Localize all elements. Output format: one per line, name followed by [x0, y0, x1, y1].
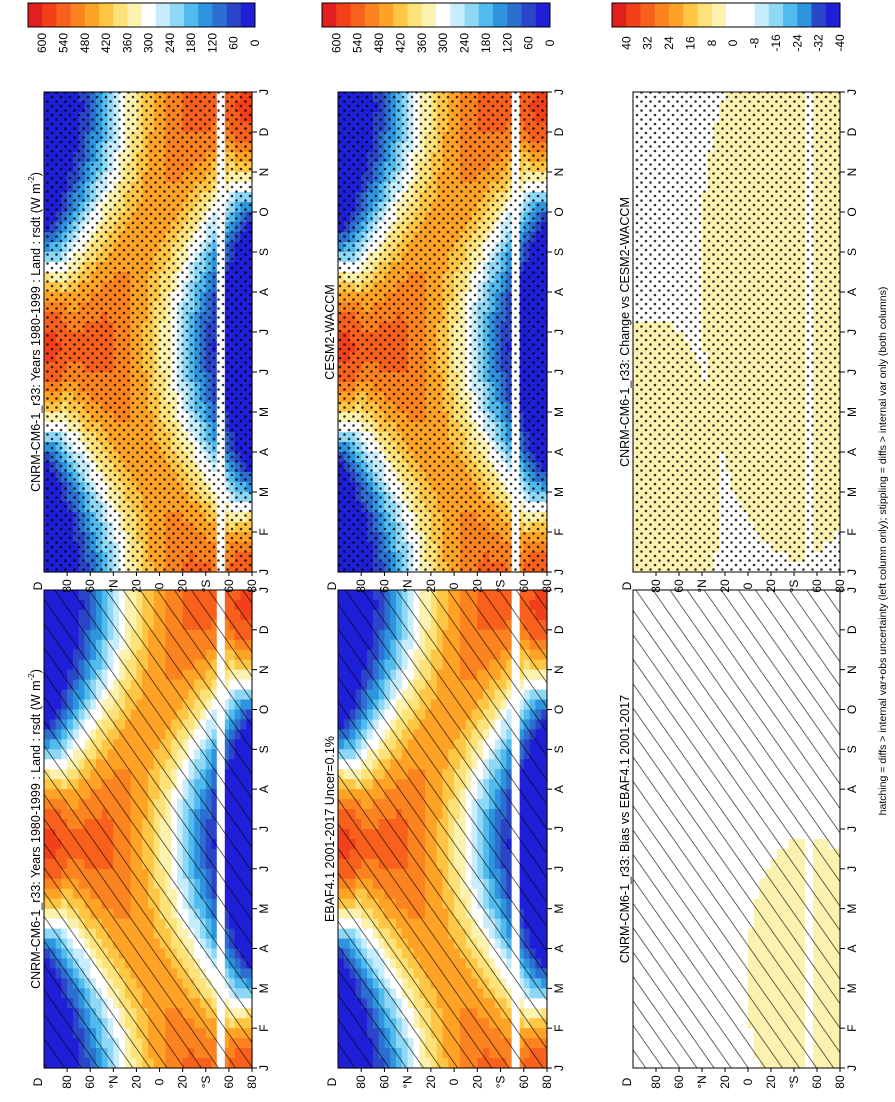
lat-tick-label: 80	[245, 579, 259, 593]
lat-tick-label: 20	[129, 1075, 143, 1089]
month-tick-label: A	[257, 448, 271, 456]
month-tick-label: J	[257, 866, 271, 872]
lat-tick-label: 80	[60, 1075, 74, 1089]
month-tick-label: F	[257, 528, 271, 535]
month-tick-label: M	[257, 983, 271, 993]
hatching-overlay	[44, 590, 252, 1068]
month-tick-label: S	[257, 248, 271, 256]
lat-tick-label: 60	[222, 579, 236, 593]
month-tick-label: O	[257, 207, 271, 216]
lat-tick-label: °N	[106, 1075, 120, 1088]
month-tick-label: J	[257, 329, 271, 335]
lat-tick-label: 80	[60, 579, 74, 593]
month-tick-label: J	[257, 569, 271, 575]
lat-tick-label: °N	[106, 579, 120, 592]
stippling-overlay	[44, 92, 252, 572]
month-tick-label: S	[257, 745, 271, 753]
month-tick-label: J	[257, 587, 271, 593]
month-tick-label: F	[257, 1024, 271, 1031]
month-tick-label: M	[257, 487, 271, 497]
month-tick-label: A	[257, 288, 271, 296]
lat-tick-label: 20	[176, 1075, 190, 1089]
lat-tick-label: 0	[153, 1078, 167, 1085]
lat-tick-label: 60	[83, 1075, 97, 1089]
panel-model-ref: J F M A M J J A S O N D J D 80 60 °N 20 0 20 °S 60 80 CNRM-CM6-…	[27, 89, 271, 593]
panel-title: CNRM-CM6-1_r33: Years 1980-1999 : Land :…	[27, 172, 43, 492]
month-tick-label: J	[257, 89, 271, 95]
month-tick-label: D	[257, 625, 271, 634]
lat-tick-label: °S	[199, 580, 213, 593]
month-tick-label: M	[257, 904, 271, 914]
lat-tick-label: °S	[199, 1076, 213, 1089]
lat-tick-label: 60	[222, 1075, 236, 1089]
lat-tick-label: 80	[245, 1075, 259, 1089]
month-tick-label: J	[257, 369, 271, 375]
month-tick-label: A	[257, 785, 271, 793]
panel-title: CNRM-CM6-1_r33: Years 1980-1999 : Land :…	[27, 669, 43, 989]
panel-model: J F M A M J J A S O N D J D 80 60 °N 20 0 20 °S 60 80 CNRM-CM6-…	[27, 587, 271, 1089]
month-tick-label: A	[257, 944, 271, 952]
month-tick-label: O	[257, 705, 271, 714]
month-tick-label: N	[257, 168, 271, 177]
lat-tick-label: D	[31, 581, 45, 590]
month-tick-label: N	[257, 665, 271, 674]
month-tick-label: J	[257, 826, 271, 832]
lat-tick-label: 20	[129, 579, 143, 593]
month-tick-label: D	[257, 127, 271, 136]
lat-tick-label: D	[31, 1077, 45, 1086]
lat-tick-label: 0	[153, 582, 167, 589]
month-tick-label: J	[257, 1065, 271, 1071]
lat-tick-label: 60	[83, 579, 97, 593]
month-tick-label: M	[257, 407, 271, 417]
lat-tick-label: 20	[176, 579, 190, 593]
